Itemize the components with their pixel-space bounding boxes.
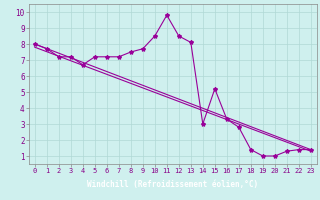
- Text: Windchill (Refroidissement éolien,°C): Windchill (Refroidissement éolien,°C): [87, 180, 258, 189]
